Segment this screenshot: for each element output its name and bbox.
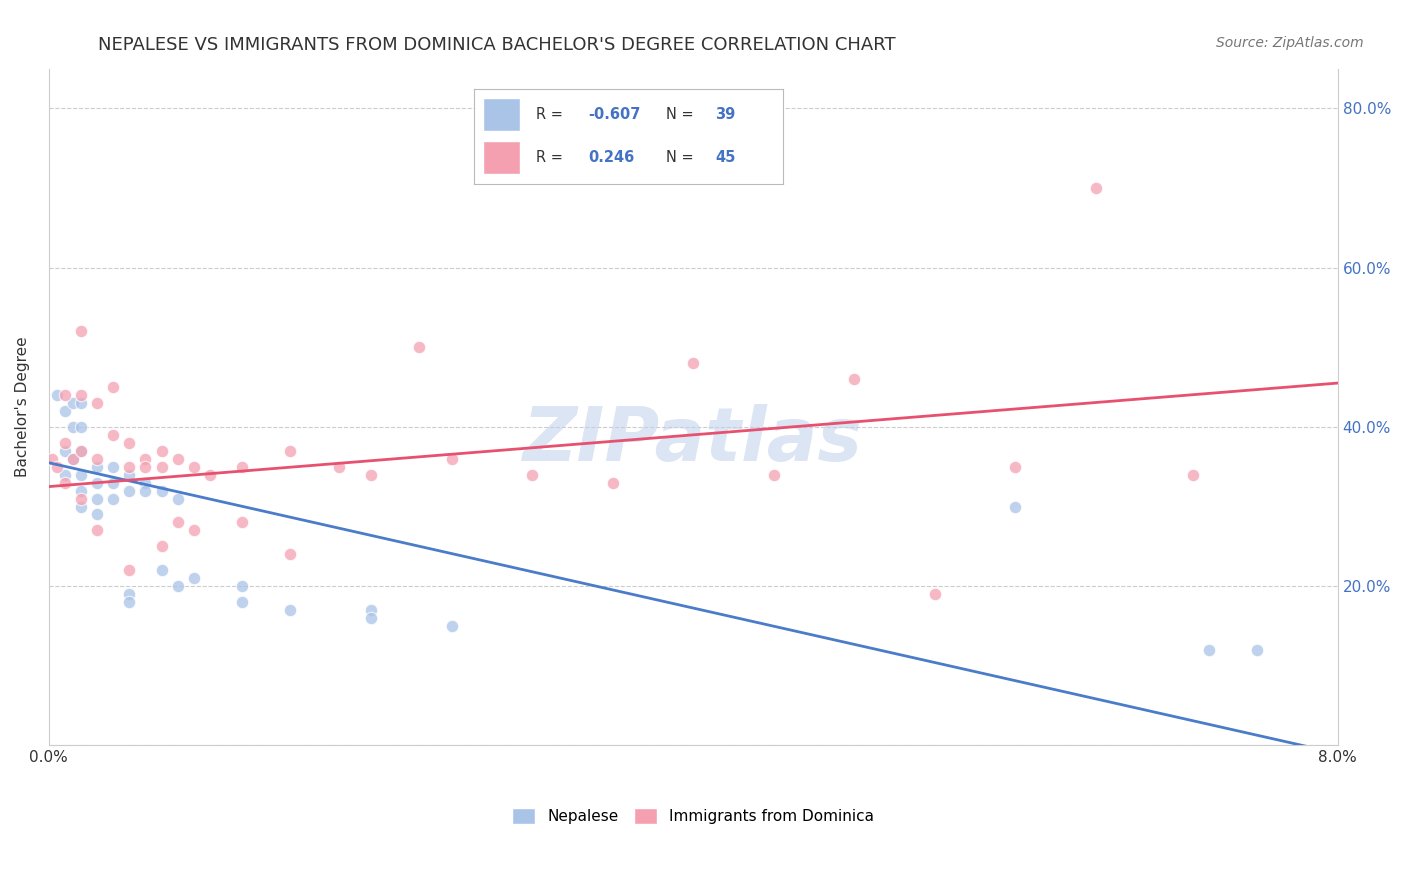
Point (103, 459, 125, 474)
Point (280, 547, 302, 561)
Point (53, 435, 76, 450)
Point (70, 443, 93, 458)
Point (1246, 643, 1268, 657)
Point (41, 451, 63, 466)
Point (70, 324, 93, 338)
Point (408, 340, 430, 354)
Point (103, 491, 125, 506)
Point (762, 467, 785, 482)
Point (183, 571, 205, 585)
Point (62, 420, 84, 434)
Point (198, 467, 221, 482)
Point (231, 516, 253, 530)
Point (602, 475, 624, 490)
Point (1181, 467, 1204, 482)
Point (440, 619, 463, 633)
Y-axis label: Bachelor's Degree: Bachelor's Degree (15, 336, 30, 477)
Point (70, 396, 93, 410)
Point (231, 459, 253, 474)
Point (183, 459, 205, 474)
Point (53, 443, 76, 458)
Point (166, 516, 188, 530)
Point (118, 435, 141, 450)
Point (62, 451, 84, 466)
Point (166, 451, 188, 466)
Point (280, 603, 302, 617)
Point (844, 372, 866, 386)
Point (134, 451, 156, 466)
Point (103, 380, 125, 394)
Point (53, 404, 76, 418)
Point (134, 459, 156, 474)
Point (70, 443, 93, 458)
Point (166, 491, 188, 506)
Point (103, 475, 125, 490)
Text: Source: ZipAtlas.com: Source: ZipAtlas.com (1216, 36, 1364, 50)
Point (70, 483, 93, 498)
Point (70, 388, 93, 402)
Point (150, 443, 173, 458)
Point (103, 427, 125, 442)
Point (53, 467, 76, 482)
Point (86, 491, 108, 506)
Point (118, 587, 141, 601)
Point (150, 459, 173, 474)
Point (134, 475, 156, 490)
Point (150, 563, 173, 577)
Point (328, 459, 350, 474)
Point (183, 524, 205, 538)
Point (62, 451, 84, 466)
Point (1004, 500, 1026, 514)
Point (1198, 643, 1220, 657)
Point (360, 603, 382, 617)
Point (150, 483, 173, 498)
Point (440, 451, 463, 466)
Point (45, 388, 67, 402)
Point (360, 467, 382, 482)
Point (166, 579, 188, 593)
Legend: Nepalese, Immigrants from Dominica: Nepalese, Immigrants from Dominica (505, 800, 882, 831)
Point (118, 483, 141, 498)
Point (682, 356, 704, 370)
Point (45, 459, 67, 474)
Point (134, 483, 156, 498)
Point (118, 595, 141, 609)
Point (70, 420, 93, 434)
Text: ZIPatlas: ZIPatlas (523, 404, 863, 477)
Point (86, 451, 108, 466)
Point (62, 396, 84, 410)
Point (118, 459, 141, 474)
Point (924, 587, 946, 601)
Point (70, 500, 93, 514)
Point (520, 467, 543, 482)
Point (118, 467, 141, 482)
Point (150, 539, 173, 553)
Text: NEPALESE VS IMMIGRANTS FROM DOMINICA BACHELOR'S DEGREE CORRELATION CHART: NEPALESE VS IMMIGRANTS FROM DOMINICA BAC… (98, 36, 896, 54)
Point (86, 508, 108, 522)
Point (360, 611, 382, 625)
Point (86, 396, 108, 410)
Point (86, 475, 108, 490)
Point (86, 459, 108, 474)
Point (53, 388, 76, 402)
Point (118, 563, 141, 577)
Point (1084, 181, 1107, 195)
Point (231, 579, 253, 593)
Point (70, 467, 93, 482)
Point (86, 524, 108, 538)
Point (1004, 459, 1026, 474)
Point (231, 595, 253, 609)
Point (280, 443, 302, 458)
Point (70, 491, 93, 506)
Point (53, 475, 76, 490)
